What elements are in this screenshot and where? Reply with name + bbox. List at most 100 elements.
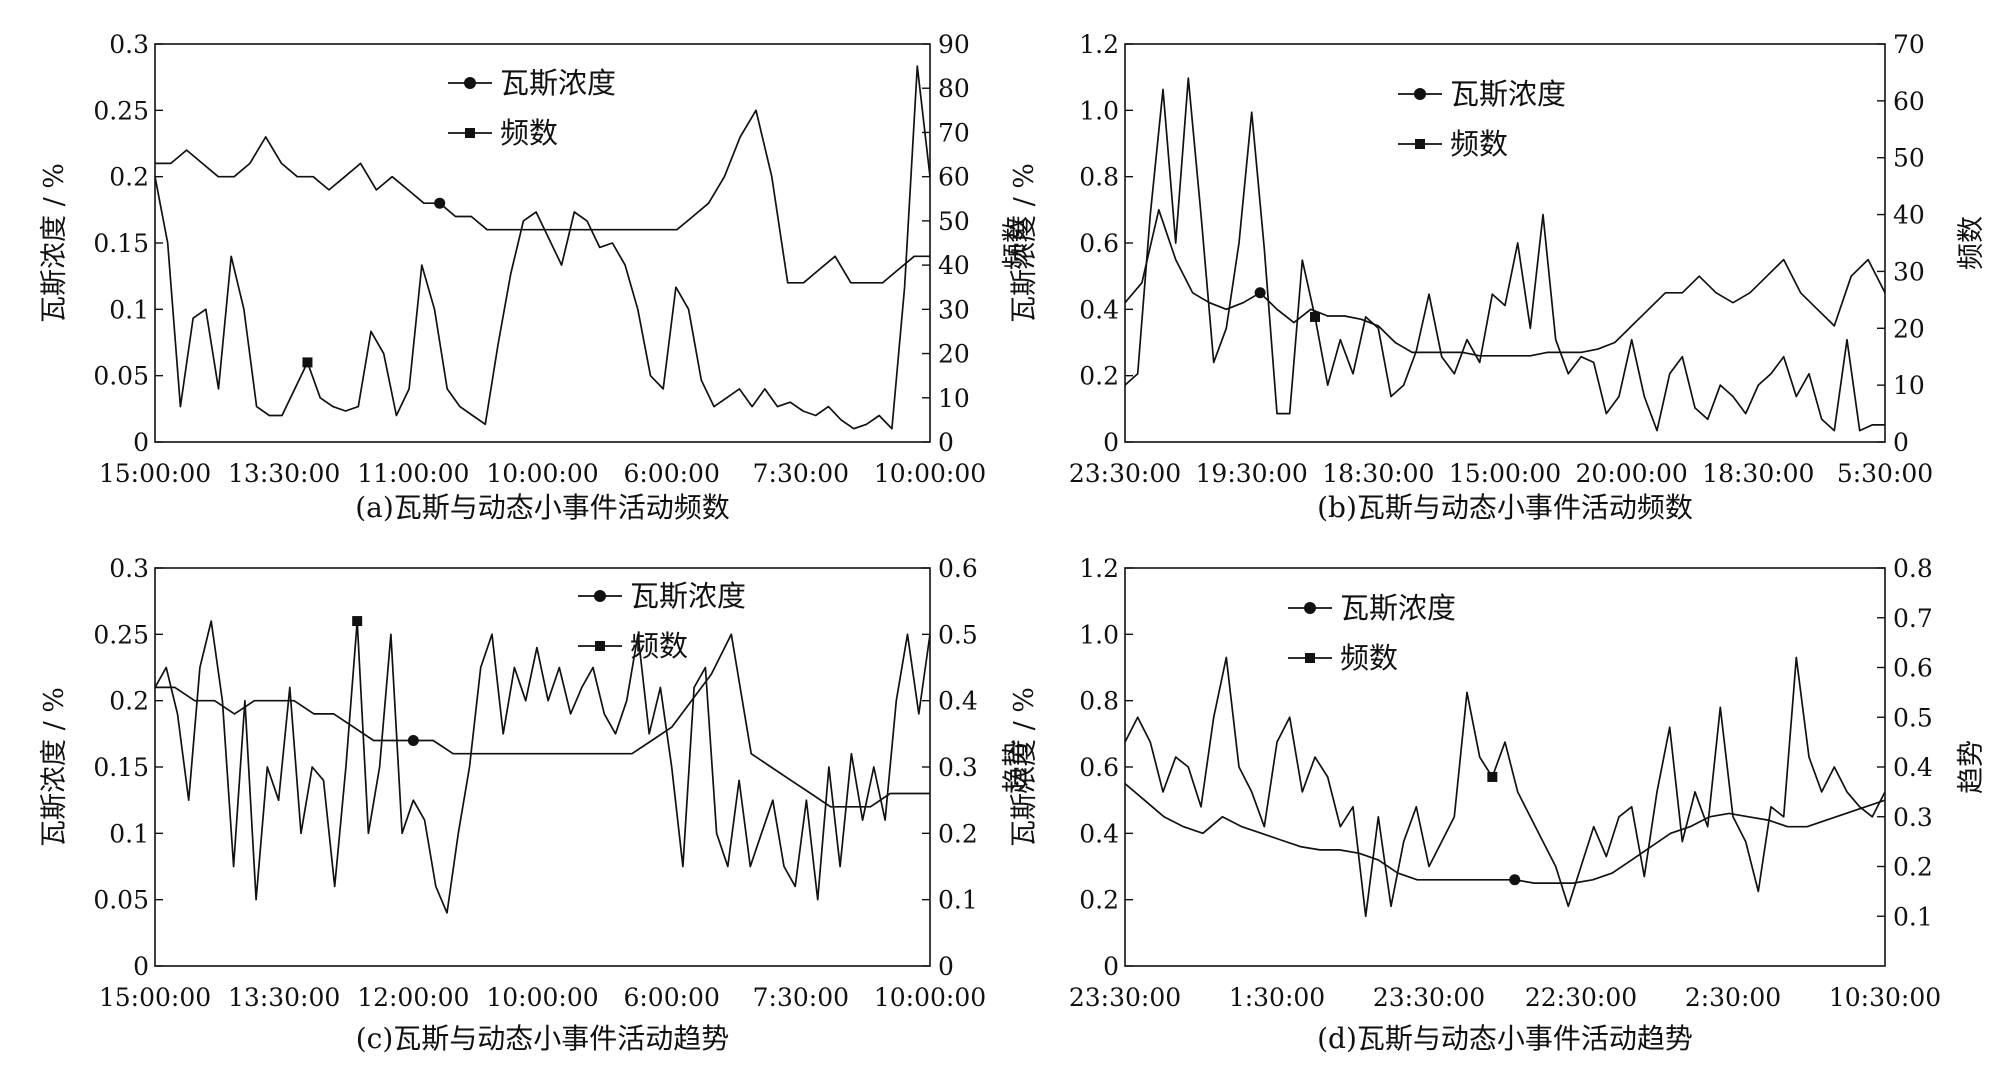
y-left-tick-label: 0.1 (109, 819, 149, 848)
y-right-tick-label: 0.4 (1893, 753, 1933, 782)
legend-label: 瓦斯浓度 (630, 579, 746, 613)
series-marker-circle (407, 734, 419, 746)
legend-marker-circle (1414, 88, 1426, 100)
series-marker-square (1487, 771, 1498, 782)
x-tick-label: 22:30:00 (1525, 983, 1637, 1012)
legend-label: 瓦斯浓度 (500, 66, 616, 100)
x-tick-label: 7:30:00 (753, 983, 849, 1012)
plot-frame (154, 43, 931, 443)
series-line-gas-concentration (155, 109, 930, 284)
y-right-tick-label: 90 (938, 30, 970, 59)
panel-caption: (d)瓦斯与动态小事件活动趋势 (1317, 1022, 1693, 1055)
y-left-axis-title: 瓦斯浓度 / % (39, 687, 70, 847)
chart-panel-1: 0 0.05 0.1 0.15 0.2 0.25 0.3 0 10 20 30 40 50 60 70 80 9… (39, 30, 1032, 524)
y-left-tick-label: 0.6 (1079, 753, 1119, 782)
y-left-tick-label: 0.25 (93, 96, 149, 125)
panel-caption: (c)瓦斯与动态小事件活动趋势 (356, 1022, 730, 1055)
x-tick-label: 10:00:00 (486, 459, 598, 488)
y-left-tick-label: 0.05 (93, 886, 149, 915)
y-right-axis-title: 频数 (1956, 216, 1987, 270)
legend-label: 频数 (1450, 127, 1508, 161)
y-left-tick-label: 0.2 (1079, 362, 1119, 391)
legend-label: 频数 (1340, 641, 1398, 675)
y-left-tick-label: 0.2 (109, 687, 149, 716)
y-left-tick-label: 0 (1103, 428, 1119, 457)
y-left-tick-label: 0 (1103, 952, 1119, 981)
y-right-tick-label: 70 (1893, 30, 1925, 59)
x-tick-label: 20:00:00 (1576, 459, 1688, 488)
x-tick-label: 23:30:00 (1373, 983, 1485, 1012)
chart-panel-4: 0 0.2 0.4 0.6 0.8 1.0 1.2 0.1 0.2 0.3 0.4 0.5 0.6 0.7… (1009, 554, 1987, 1055)
y-right-tick-label: 0.8 (1893, 554, 1933, 583)
y-right-tick-label: 0 (938, 428, 954, 457)
y-right-tick-label: 50 (1893, 144, 1925, 173)
series-line-frequency (154, 65, 931, 430)
x-tick-label: 1:30:00 (1229, 983, 1325, 1012)
x-tick-label: 13:30:00 (228, 459, 340, 488)
series-marker-square (352, 616, 363, 627)
y-left-tick-label: 0.15 (93, 229, 149, 258)
plot-frame (154, 567, 931, 967)
y-right-axis-title: 趋势 (1001, 740, 1032, 794)
y-right-tick-label: 0.2 (1893, 853, 1933, 882)
y-left-tick-label: 0.05 (93, 362, 149, 391)
y-left-axis-title: 瓦斯浓度 / % (1009, 163, 1040, 323)
x-tick-label: 19:30:00 (1196, 459, 1308, 488)
y-left-tick-label: 1.0 (1079, 96, 1119, 125)
legend-label: 频数 (630, 629, 688, 663)
y-right-tick-label: 10 (938, 384, 970, 413)
y-right-tick-label: 0.2 (938, 819, 978, 848)
x-tick-label: 12:00:00 (357, 983, 469, 1012)
y-right-tick-label: 0.6 (1893, 654, 1933, 683)
y-left-tick-label: 0.6 (1079, 229, 1119, 258)
x-tick-label: 11:00:00 (357, 459, 469, 488)
series-marker-square (302, 357, 313, 368)
series-marker-circle (1509, 874, 1521, 886)
x-tick-label: 15:00:00 (99, 983, 211, 1012)
x-tick-label: 10:00:00 (486, 983, 598, 1012)
y-right-tick-label: 30 (938, 295, 970, 324)
y-left-tick-label: 0.2 (109, 163, 149, 192)
y-left-tick-label: 0 (133, 952, 149, 981)
y-right-tick-label: 60 (1893, 87, 1925, 116)
series-marker-square (1310, 311, 1320, 322)
x-tick-label: 23:30:00 (1069, 983, 1181, 1012)
y-right-tick-label: 0.1 (938, 886, 978, 915)
x-tick-label: 6:00:00 (623, 459, 719, 488)
y-right-tick-label: 30 (1893, 257, 1925, 286)
y-left-tick-label: 1.0 (1079, 620, 1119, 649)
y-right-tick-label: 0.3 (1893, 803, 1933, 832)
legend-label: 瓦斯浓度 (1340, 591, 1456, 625)
chart-panel-2: 0 0.2 0.4 0.6 0.8 1.0 1.2 0 10 20 30 40 50 60 70 23:30:… (1009, 30, 1987, 524)
series-marker-circle (434, 197, 446, 209)
series-line-frequency (1124, 77, 1885, 432)
y-left-tick-label: 0.8 (1079, 687, 1119, 716)
y-right-tick-label: 70 (938, 118, 970, 147)
x-tick-label: 18:30:00 (1702, 459, 1814, 488)
x-tick-label: 7:30:00 (753, 459, 849, 488)
x-tick-label: 5:30:00 (1837, 459, 1933, 488)
legend-marker-square (1305, 653, 1315, 663)
y-right-tick-label: 20 (1893, 314, 1925, 343)
y-left-tick-label: 0.25 (93, 620, 149, 649)
y-left-axis-title: 瓦斯浓度 / % (1009, 687, 1040, 847)
y-left-tick-label: 0.3 (109, 554, 149, 583)
legend-label: 频数 (500, 116, 558, 150)
legend-marker-circle (594, 590, 606, 602)
legend-marker-circle (464, 77, 476, 89)
y-left-tick-label: 0.2 (1079, 886, 1119, 915)
y-left-tick-label: 0.4 (1079, 819, 1119, 848)
y-left-tick-label: 1.2 (1079, 30, 1119, 59)
series-line-gas-concentration (1124, 208, 1886, 357)
y-right-tick-label: 0 (1893, 428, 1909, 457)
x-tick-label: 23:30:00 (1069, 459, 1181, 488)
y-right-tick-label: 40 (1893, 201, 1925, 230)
legend-marker-square (595, 641, 605, 651)
y-right-tick-label: 0.7 (1893, 604, 1933, 633)
y-right-tick-label: 0 (938, 952, 954, 981)
x-tick-label: 10:00:00 (874, 983, 986, 1012)
